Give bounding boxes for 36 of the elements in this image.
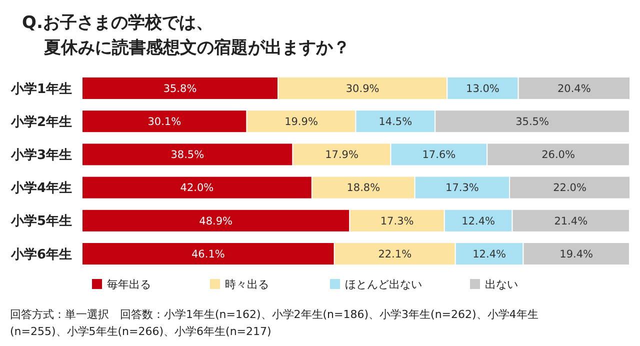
data-label: 12.4% bbox=[462, 215, 496, 228]
y-tick-label: 小学1年生 bbox=[10, 82, 72, 97]
data-label: 17.3% bbox=[446, 182, 479, 194]
text: 回答方式：単一選択 回答数：小学1年生(n=162)、小学2年生(n=186)、小学3年生(n=262)、小学4年生 (n=255)、小学5年生(n=266)、小学6年生(n=217) bbox=[10, 308, 538, 338]
data-label: 12.4% bbox=[472, 248, 506, 260]
legend-label: ほとんど出ない bbox=[345, 278, 422, 291]
y-tick-label: 小学6年生 bbox=[10, 247, 72, 262]
data-label: 17.9% bbox=[325, 149, 358, 162]
data-label: 18.8% bbox=[346, 182, 380, 194]
data-label: 38.5% bbox=[170, 149, 204, 162]
data-label: 17.6% bbox=[422, 149, 456, 162]
y-tick-label: 小学2年生 bbox=[10, 114, 72, 130]
data-label: 48.9% bbox=[199, 215, 233, 228]
data-label: 30.9% bbox=[346, 82, 380, 95]
chart-title: Q.お子さまの学校では、夏休みに読書感想文の宿題が出ますか？ bbox=[22, 13, 350, 58]
data-label: 26.0% bbox=[542, 149, 575, 162]
data-label: 14.5% bbox=[378, 116, 412, 128]
data-label: 19.9% bbox=[284, 116, 318, 128]
data-label: 35.8% bbox=[163, 82, 197, 95]
data-label: 22.1% bbox=[378, 248, 412, 260]
data-label: 20.4% bbox=[557, 82, 591, 95]
y-tick-label: 小学3年生 bbox=[10, 148, 72, 163]
legend-label: 出ない bbox=[485, 278, 518, 291]
data-label: 22.0% bbox=[553, 182, 586, 194]
data-label: 13.0% bbox=[466, 82, 500, 95]
legend-label: 毎年出る bbox=[107, 278, 151, 291]
data-label: 35.5% bbox=[516, 116, 549, 128]
data-label: 30.1% bbox=[148, 116, 182, 128]
y-tick-label: 小学4年生 bbox=[10, 181, 72, 196]
data-label: 46.1% bbox=[192, 248, 225, 260]
data-label: 42.0% bbox=[180, 182, 214, 194]
y-tick-label: 小学5年生 bbox=[10, 214, 72, 230]
data-label: 19.4% bbox=[560, 248, 594, 260]
legend-label: 時々出る bbox=[225, 278, 269, 291]
data-label: 21.4% bbox=[554, 215, 588, 228]
data-label: 17.3% bbox=[380, 215, 414, 228]
